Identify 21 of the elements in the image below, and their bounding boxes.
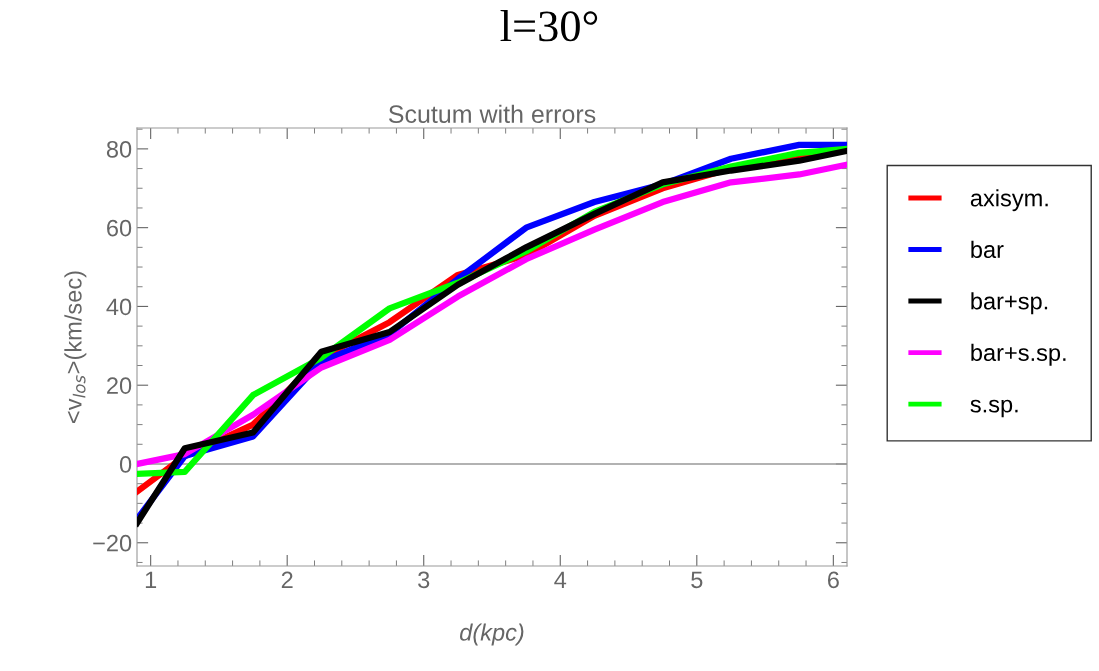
legend-label: bar+s.sp. (971, 343, 1066, 366)
x-tick-label: 3 (418, 571, 430, 589)
x-tick-label: 6 (827, 571, 839, 589)
y-tick-label: 0 (119, 456, 132, 473)
y-tick-label: 60 (107, 219, 132, 237)
chart-subtitle: Scutum with errors (388, 104, 596, 124)
chart-title: l=30° (500, 10, 598, 42)
y-axis-title: <v$_{los}$>(km/sec) (64, 271, 87, 423)
y-tick-label: −20 (93, 534, 132, 552)
x-axis-title: d(kpc) (460, 623, 524, 646)
x-tick-label: 4 (554, 571, 567, 588)
x-tick-label: 2 (281, 571, 293, 588)
y-tick-label: 40 (106, 298, 132, 316)
legend-label: s.sp. (970, 399, 1018, 418)
y-tick-label: 80 (106, 140, 132, 158)
x-tick-label: 1 (145, 571, 157, 588)
legend-label: axisym. (970, 189, 1048, 212)
x-tick-label: 5 (691, 571, 703, 589)
y-tick-label: 20 (107, 377, 132, 394)
legend-label: bar+sp. (971, 292, 1048, 315)
legend-label: bar (971, 240, 1004, 259)
